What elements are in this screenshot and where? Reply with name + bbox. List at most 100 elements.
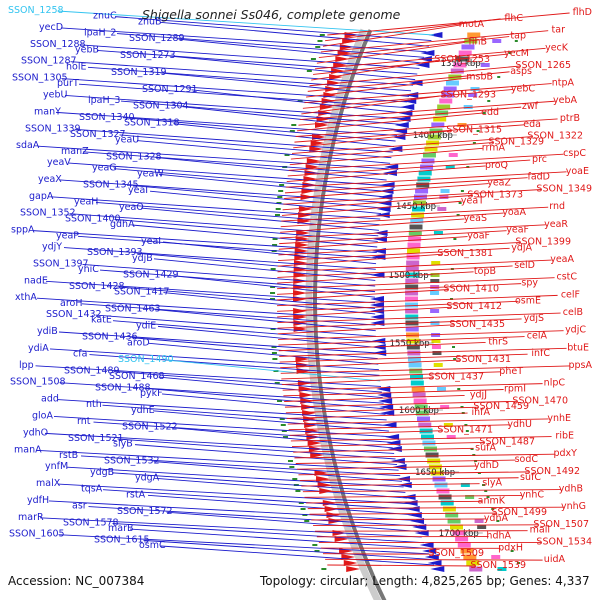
forward-gene-label: ydhO — [23, 427, 48, 438]
forward-gene-label: ydgA — [135, 472, 160, 483]
reverse-gene-label: mall — [530, 525, 550, 536]
gc-tick — [272, 238, 278, 240]
gc-tick — [321, 568, 327, 570]
forward-gene-leader — [182, 106, 399, 131]
reverse-gene-label: celB — [563, 307, 583, 318]
forward-gene-label: SSON_1508 — [10, 377, 66, 388]
cog-feature-box — [460, 548, 474, 554]
forward-feature-arrow — [378, 194, 393, 200]
forward-gene-leader — [88, 506, 418, 527]
gc-tick — [464, 424, 468, 426]
forward-gene-label: SSON_1287 — [21, 56, 77, 67]
gc-tick — [460, 406, 464, 408]
forward-feature-arrow — [390, 458, 405, 464]
reverse-gene-label: SSON_1499 — [491, 507, 547, 518]
gc-tick — [271, 352, 277, 354]
reverse-feature-arrow — [346, 566, 361, 572]
cog-feature-box — [405, 302, 419, 308]
reverse-gene-leader — [277, 253, 443, 267]
forward-gene-leader — [95, 202, 380, 226]
cog-feature-box — [431, 345, 441, 349]
reverse-gene-label: yoaA — [502, 207, 526, 218]
gc-tick — [300, 508, 306, 510]
forward-gene-label: SSON_1291 — [142, 84, 198, 95]
reverse-gene-leader — [278, 247, 510, 261]
reverse-gene-label: ynhC — [520, 489, 545, 500]
reverse-gene-leader — [313, 524, 539, 526]
forward-gene-leader — [99, 269, 376, 293]
forward-gene-leader — [132, 185, 382, 209]
cog-feature-box — [477, 525, 487, 529]
forward-gene-label: ipaH_3 — [88, 95, 120, 106]
forward-gene-label: katE — [91, 315, 112, 326]
forward-gene-leader — [131, 224, 378, 248]
reverse-gene-leader — [297, 465, 477, 470]
cog-feature-box — [406, 338, 420, 344]
cog-feature-box — [447, 518, 461, 524]
gc-tick — [457, 388, 461, 390]
reverse-gene-label: SSON_1534 — [536, 536, 592, 547]
reverse-gene-leader — [297, 112, 483, 132]
reverse-feature-arrow — [310, 140, 325, 146]
gc-tick — [279, 418, 285, 420]
cog-feature-box — [443, 423, 453, 427]
cog-feature-box — [412, 392, 426, 398]
forward-gene-leader — [136, 252, 376, 276]
cog-feature-box — [415, 188, 429, 194]
reverse-gene-leader — [280, 365, 570, 374]
gc-tick — [287, 460, 293, 462]
forward-gene-leader — [160, 72, 410, 97]
cog-feature-box — [446, 435, 456, 439]
forward-gene-label: ipaH_2 — [84, 28, 116, 39]
reverse-gene-label: SSON_1470 — [512, 395, 568, 406]
reverse-gene-leader — [281, 206, 549, 222]
forward-gene-label: yeaU — [115, 135, 139, 146]
gc-tick — [482, 112, 486, 114]
reverse-gene-leader — [277, 259, 552, 273]
forward-gene-label: yniC — [78, 264, 99, 275]
gc-tick — [484, 490, 488, 492]
forward-gene-leader — [53, 416, 391, 438]
reverse-gene-leader — [278, 341, 486, 352]
gc-tick — [270, 292, 276, 294]
reverse-gene-label: celA — [527, 331, 548, 342]
reverse-feature-arrow — [295, 236, 310, 242]
cog-feature-box — [417, 176, 431, 182]
forward-gene-leader — [81, 303, 376, 326]
reverse-gene-leader — [284, 177, 528, 194]
cog-feature-box — [445, 165, 455, 169]
gc-tick — [276, 202, 282, 204]
reverse-gene-leader — [281, 377, 434, 386]
forward-gene-leader — [178, 38, 422, 64]
forward-gene-leader — [63, 247, 376, 270]
reverse-gene-leader — [298, 471, 530, 476]
cog-feature-box — [470, 87, 480, 91]
gc-tick — [487, 100, 491, 102]
forward-feature-arrow — [377, 392, 392, 398]
forward-gene-label: cfa — [73, 349, 87, 360]
reverse-gene-label: ydjJ — [470, 389, 487, 400]
forward-feature-arrow — [401, 494, 416, 500]
reverse-gene-leader — [301, 94, 446, 115]
gc-tick — [312, 544, 318, 546]
forward-gene-label: SSON_1488 — [95, 382, 151, 393]
cog-feature-box — [469, 566, 483, 572]
forward-gene-label: SSON_1468 — [109, 371, 165, 382]
gc-tick — [508, 52, 512, 54]
reverse-gene-label: rpmI — [504, 384, 526, 395]
forward-gene-leader — [102, 404, 388, 426]
cog-feature-box — [443, 86, 457, 92]
forward-gene-label: lpp — [19, 360, 34, 371]
reverse-gene-label: sufA — [475, 442, 496, 453]
reverse-gene-leader — [277, 306, 452, 318]
cog-feature-box — [410, 380, 424, 386]
gc-tick — [271, 346, 277, 348]
gc-tick — [482, 484, 486, 486]
topology-label: Topology: circular; Length: 4,825,265 bp… — [260, 574, 590, 588]
reverse-gene-leader — [302, 89, 513, 109]
scale-label: 1550 kbp — [390, 339, 430, 349]
forward-gene-leader — [156, 477, 408, 499]
reverse-gene-leader — [284, 400, 518, 408]
forward-gene-leader — [55, 111, 398, 136]
reverse-gene-leader — [282, 383, 543, 391]
